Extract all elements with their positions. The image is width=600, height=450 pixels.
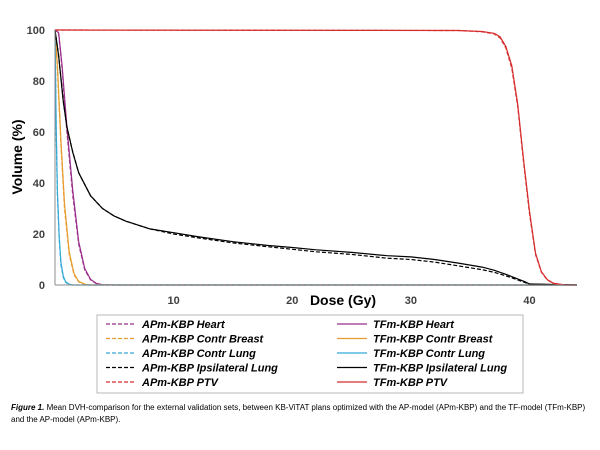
series-line: [54, 29, 577, 286]
legend-label: TFm-KBP Contr Breast: [373, 334, 494, 346]
legend-label: TFm-KBP Heart: [373, 319, 455, 331]
y-tick-label: 60: [33, 127, 45, 139]
axes: [54, 30, 577, 286]
figure-caption: Figure 1. Mean DVH-comparison for the ex…: [11, 402, 591, 426]
series-line: [54, 29, 577, 286]
y-tick-label: 20: [33, 229, 45, 241]
series-line: [54, 29, 577, 286]
series-line: [54, 29, 578, 286]
y-axis-title: Volume (%): [9, 119, 25, 194]
caption-label: Figure 1.: [11, 403, 45, 412]
legend-label: TFm-KBP Ipsilateral Lung: [373, 363, 507, 375]
legend-label: APm-KBP PTV: [141, 377, 220, 389]
y-tick-label: 40: [33, 178, 45, 190]
y-tick-label: 0: [39, 280, 45, 292]
x-tick-label: 30: [405, 295, 417, 307]
legend: APm-KBP Heart TFm-KBP Heart APm-KBP Contr …: [96, 314, 524, 394]
series-line: [54, 29, 577, 286]
legend-label: APm-KBP Ipsilateral Lung: [141, 363, 278, 375]
tick-labels: 0 20 40 60 80 100 10 20 30 40: [27, 25, 536, 307]
legend-label: TFm-KBP Contr Lung: [373, 348, 485, 360]
caption-text: Mean DVH-comparison for the external val…: [11, 403, 586, 424]
legend-label: TFm-KBP PTV: [373, 377, 449, 389]
legend-label: APm-KBP Heart: [141, 319, 226, 331]
plot-area: [54, 29, 578, 286]
y-tick-label: 100: [27, 25, 45, 37]
series-line: [54, 29, 578, 286]
series-line: [54, 29, 577, 286]
x-axis-title: Dose (Gy): [310, 292, 376, 308]
series-line: [54, 29, 577, 286]
legend-box: [96, 314, 524, 394]
x-tick-label: 10: [168, 295, 180, 307]
series-line: [54, 29, 577, 286]
legend-label: APm-KBP Contr Lung: [141, 348, 256, 360]
x-tick-label: 20: [286, 295, 298, 307]
series-line: [54, 29, 577, 286]
x-tick-label: 40: [523, 295, 535, 307]
legend-label: APm-KBP Contr Breast: [141, 334, 265, 346]
y-tick-label: 80: [33, 76, 45, 88]
